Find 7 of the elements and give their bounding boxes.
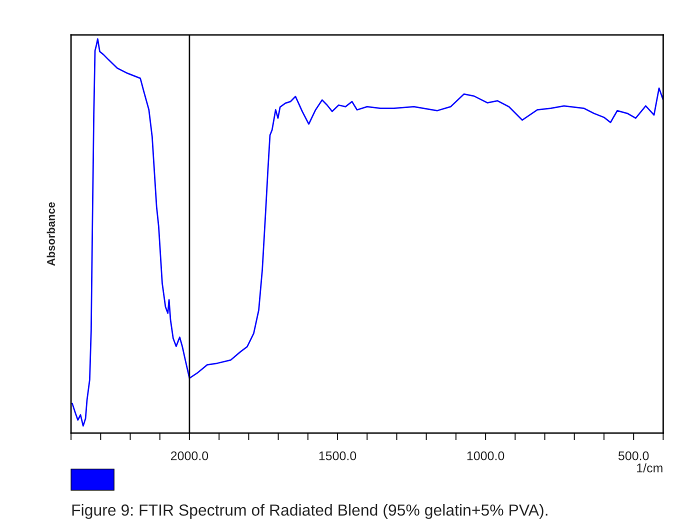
x-tick-label: 1500.0	[319, 451, 356, 460]
caption: Figure 9: FTIR Spectrum of Radiated Blend (95% gelatin+5% PVA).	[72, 504, 548, 519]
x-axis-title: 1/cm	[637, 463, 662, 472]
x-tick-label: 1000.0	[467, 451, 504, 460]
y-axis-title: Absorbance	[46, 202, 55, 266]
x-tick-label: 2000.0	[170, 451, 208, 460]
x-tick-label: 500.0	[618, 451, 649, 460]
